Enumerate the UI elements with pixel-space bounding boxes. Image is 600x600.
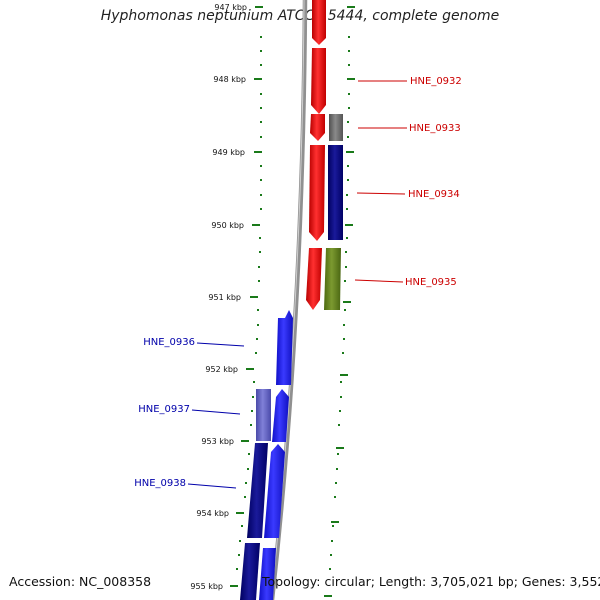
gene-label[interactable]: HNE_0936 [143, 337, 195, 348]
forward-gene-labels: HNE_0932 HNE_0933 HNE_0934 HNE_0935 [354, 76, 462, 288]
inner-ruler-major-ticks [230, 6, 263, 587]
gene-block[interactable] [264, 444, 285, 538]
gene-block[interactable] [312, 0, 326, 45]
gene-block[interactable] [310, 114, 325, 141]
kbp-label: 951 kbp [208, 293, 241, 302]
kbp-label: 953 kbp [201, 437, 234, 446]
kbp-label: 949 kbp [212, 148, 245, 157]
forward-strand-genes [306, 0, 343, 310]
outer-ruler [329, 36, 350, 570]
gene-block[interactable] [259, 548, 276, 600]
kbp-labels: 947 kbp 948 kbp 949 kbp 950 kbp 951 kbp … [190, 3, 247, 591]
gene-block[interactable] [311, 48, 326, 114]
reverse-strand-genes [240, 310, 293, 600]
kbp-label: 950 kbp [211, 221, 244, 230]
kbp-label: 948 kbp [213, 75, 246, 84]
accession-text: Accession: NC_008358 [9, 574, 152, 589]
gene-block[interactable] [247, 443, 268, 538]
kbp-label: 955 kbp [190, 582, 223, 591]
gene-block[interactable] [240, 543, 260, 600]
map-title: Hyphomonas neptunium ATCC 15444, complet… [100, 8, 500, 24]
gene-block[interactable] [256, 389, 271, 441]
gene-label[interactable]: HNE_0938 [134, 478, 186, 489]
gene-block[interactable] [329, 114, 343, 141]
gene-block[interactable] [328, 145, 343, 240]
gene-block[interactable] [324, 248, 341, 310]
outer-ruler-major-ticks [324, 6, 355, 597]
kbp-label: 954 kbp [196, 509, 229, 518]
gene-block[interactable] [306, 248, 322, 310]
gene-label[interactable]: HNE_0932 [410, 76, 462, 87]
inner-ruler [236, 36, 262, 570]
genome-summary-text: Topology: circular; Length: 3,705,021 bp… [262, 574, 600, 589]
kbp-label: 952 kbp [205, 365, 238, 374]
kbp-label: 947 kbp [214, 3, 247, 12]
reverse-gene-labels: HNE_0936 HNE_0937 HNE_0938 [134, 337, 245, 489]
gene-label[interactable]: HNE_0933 [409, 123, 461, 134]
gene-block[interactable] [309, 145, 325, 241]
gene-label[interactable]: HNE_0935 [405, 277, 457, 288]
gene-block[interactable] [276, 310, 293, 385]
gene-label[interactable]: HNE_0934 [408, 189, 460, 200]
gene-label[interactable]: HNE_0937 [138, 404, 190, 415]
gene-block[interactable] [272, 389, 289, 442]
